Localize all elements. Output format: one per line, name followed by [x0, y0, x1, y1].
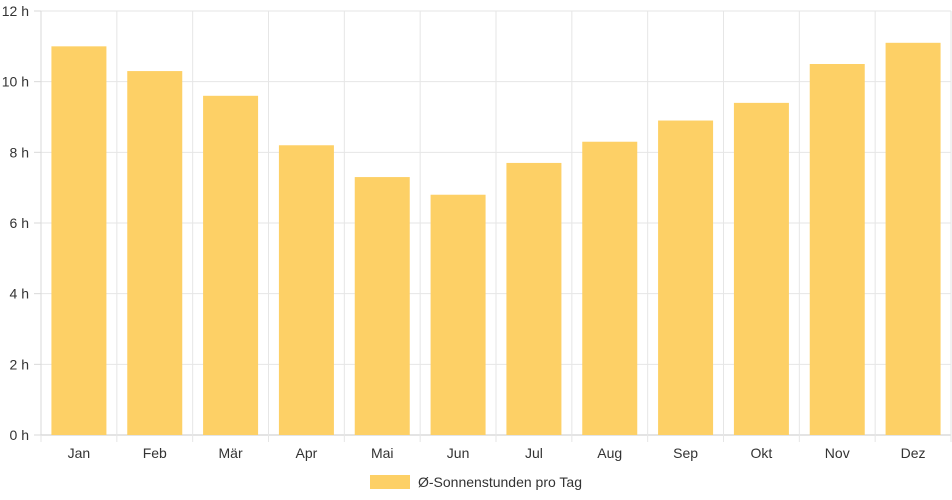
x-tick-label: Jul — [525, 445, 543, 461]
x-tick-label: Jan — [68, 445, 91, 461]
y-tick-label: 2 h — [10, 356, 29, 372]
x-tick-label: Apr — [296, 445, 318, 461]
x-tick-label: Mai — [371, 445, 394, 461]
bars-group — [51, 42, 941, 436]
y-tick-label: 6 h — [10, 215, 29, 231]
y-tick-label: 10 h — [2, 74, 29, 90]
x-tick-label: Jun — [447, 445, 470, 461]
x-tick-label: Feb — [143, 445, 167, 461]
x-tick-label: Nov — [825, 445, 850, 461]
bar-dez[interactable] — [885, 42, 941, 436]
bar-apr[interactable] — [278, 145, 334, 435]
x-tick-label: Sep — [673, 445, 698, 461]
x-tick-label: Aug — [597, 445, 622, 461]
x-tick-label: Mär — [219, 445, 243, 461]
x-tick-label: Okt — [751, 445, 773, 461]
bar-mai[interactable] — [354, 177, 410, 436]
bar-okt[interactable] — [733, 102, 789, 435]
bar-sep[interactable] — [658, 120, 714, 436]
x-tick-label: Dez — [901, 445, 926, 461]
y-tick-label: 4 h — [10, 286, 29, 302]
legend[interactable]: Ø-Sonnenstunden pro Tag — [370, 474, 582, 490]
legend-label[interactable]: Ø-Sonnenstunden pro Tag — [418, 474, 582, 490]
bar-jun[interactable] — [430, 194, 486, 435]
y-tick-label: 8 h — [10, 144, 29, 160]
bar-nov[interactable] — [809, 64, 865, 435]
bar-feb[interactable] — [127, 71, 183, 436]
axes-group: 0 h 2 h 4 h 6 h 8 h 10 h 12 h Jan Feb Mär Apr Mai Ju… — [2, 3, 926, 461]
legend-swatch[interactable] — [370, 475, 410, 489]
bar-mär[interactable] — [203, 95, 259, 436]
bar-jul[interactable] — [506, 162, 562, 435]
grid-lines — [40, 10, 952, 442]
bar-aug[interactable] — [582, 141, 638, 435]
bar-jan[interactable] — [51, 46, 107, 435]
y-tick-label: 0 h — [10, 427, 29, 443]
y-tick-label: 12 h — [2, 3, 29, 19]
